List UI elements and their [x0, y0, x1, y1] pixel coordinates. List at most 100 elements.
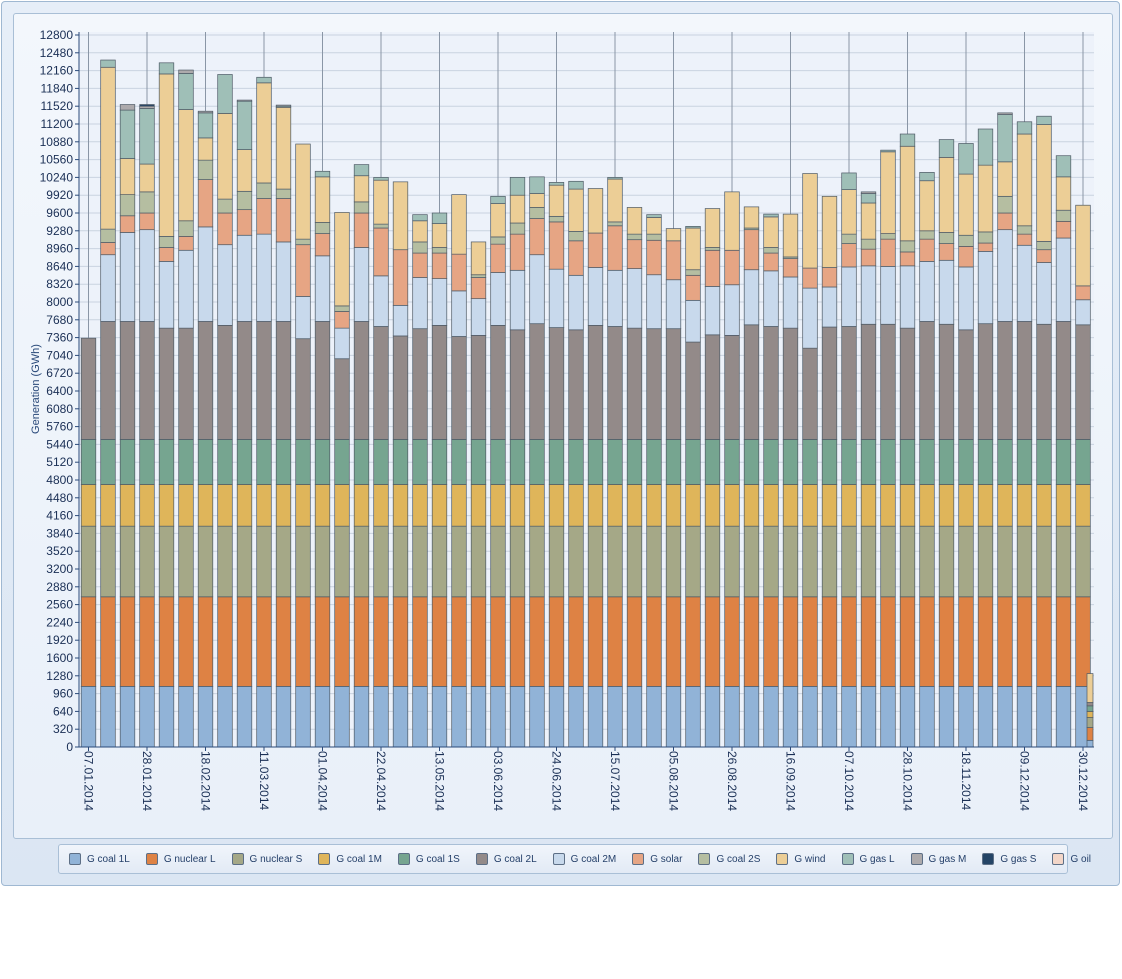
bar-segment — [1016, 133, 1033, 227]
bar-segment — [587, 596, 604, 687]
bar-segment — [217, 325, 233, 440]
bar-segment — [665, 525, 682, 598]
chart-legend: G coal 1L G nuclear L G nuclear S G coal 1M… — [58, 844, 1091, 874]
legend-label: G coal 1S — [415, 853, 460, 865]
bar-segment — [295, 596, 311, 687]
bar-segment — [197, 137, 214, 161]
bar-segment — [548, 686, 565, 748]
bar-segment — [529, 254, 545, 325]
bar-segment — [80, 439, 97, 485]
bar-segment — [704, 439, 721, 485]
bar-segment — [997, 525, 1013, 598]
bar-segment — [373, 525, 389, 598]
bar-segment — [607, 439, 623, 485]
bar-segment — [490, 686, 506, 748]
bar-segment — [334, 358, 350, 440]
bar-segment — [724, 284, 740, 336]
bar-segment — [626, 207, 643, 235]
bar-segment — [841, 686, 857, 748]
bar-segment — [763, 686, 779, 748]
bar-segment — [470, 241, 487, 276]
bar-segment — [431, 325, 448, 440]
bar-segment — [958, 484, 974, 527]
bar-segment — [412, 328, 428, 440]
bar-segment — [899, 251, 916, 267]
bar-segment — [841, 596, 857, 687]
bar-segment — [158, 327, 175, 440]
legend-label: G nuclear L — [163, 853, 216, 865]
bar-segment — [977, 686, 994, 748]
bar-segment — [1075, 484, 1091, 527]
bar-segment — [256, 439, 272, 485]
legend-swatch — [1052, 853, 1065, 865]
bar-segment — [314, 255, 331, 322]
bar-segment — [958, 439, 974, 485]
bar-segment — [860, 484, 877, 527]
bar-segment — [490, 596, 506, 687]
y-tick-label: 2560 — [46, 598, 73, 612]
bar-segment — [997, 229, 1013, 322]
bar-segment — [548, 182, 565, 186]
bar-segment — [373, 596, 389, 687]
bar-segment — [490, 484, 506, 527]
bar-segment — [646, 274, 662, 330]
bar-segment — [919, 180, 935, 232]
bar-segment — [353, 596, 370, 687]
y-tick-label: 1280 — [46, 669, 73, 683]
legend-item: G solar — [632, 853, 682, 865]
bar-segment — [919, 484, 935, 527]
bar-segment — [548, 596, 565, 687]
bar-segment — [938, 259, 955, 325]
bar-segment — [665, 240, 682, 281]
bar-segment — [568, 188, 584, 232]
bar-segment — [1086, 727, 1094, 741]
bar-segment — [217, 484, 233, 527]
bar-segment — [334, 327, 350, 360]
bar-segment — [1086, 739, 1094, 748]
bar-segment — [100, 686, 116, 748]
bar-segment — [646, 217, 662, 235]
bar-segment — [275, 241, 292, 322]
bar-segment — [178, 69, 194, 74]
bar-segment — [314, 525, 331, 598]
bar-segment — [431, 596, 448, 687]
legend-label: G gas L — [859, 853, 895, 865]
bar-segment — [724, 686, 740, 748]
x-tick-label: 18.11.2014 — [959, 751, 973, 810]
bar-segment — [509, 233, 526, 271]
bar-segment — [587, 267, 604, 326]
y-tick-label: 3520 — [46, 544, 73, 558]
bar-segment — [743, 324, 760, 440]
bar-segment — [100, 525, 116, 598]
bar-segment — [821, 525, 838, 598]
bar-segment — [373, 326, 389, 440]
x-tick-label: 24.06.2014 — [550, 751, 564, 811]
bar-segment — [470, 484, 487, 527]
bar-segment — [880, 525, 896, 598]
bar-segment — [685, 596, 701, 687]
bar-segment — [821, 596, 838, 687]
bar-segment — [919, 238, 935, 262]
bar-segment — [665, 328, 682, 440]
bar-segment — [958, 266, 974, 331]
bar-segment — [275, 104, 292, 107]
bar-segment — [548, 484, 565, 527]
bar-segment — [197, 226, 214, 322]
bar-segment — [568, 180, 584, 190]
bar-segment — [119, 686, 136, 748]
bar-segment — [841, 172, 857, 190]
bar-segment — [412, 252, 428, 278]
bar-segment — [197, 110, 214, 114]
bar-segment — [685, 341, 701, 440]
y-tick-label: 7360 — [46, 331, 73, 345]
bar-segment — [334, 439, 350, 485]
bar-segment — [548, 439, 565, 485]
bar-segment — [236, 439, 253, 485]
bar-segment — [997, 439, 1013, 485]
bar-segment — [587, 439, 604, 485]
bar-segment — [958, 525, 974, 598]
bar-segment — [119, 104, 136, 111]
bar-segment — [217, 113, 233, 200]
y-tick-label: 3840 — [46, 526, 73, 540]
bar-segment — [100, 439, 116, 485]
